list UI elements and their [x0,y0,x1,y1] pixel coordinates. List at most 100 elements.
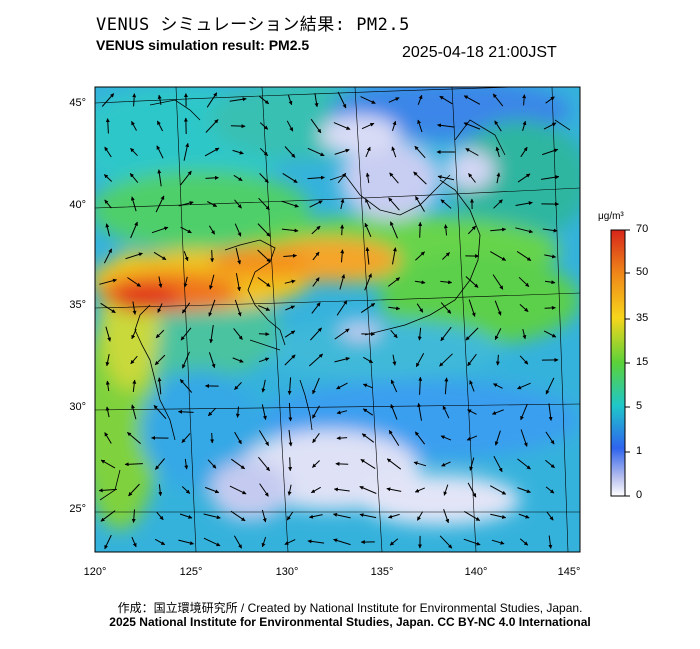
wind-arrow [491,539,505,545]
lat-label: 30° [69,401,86,413]
title-english: VENUS simulation result: PM2.5 [96,37,310,53]
wind-arrow [284,279,296,284]
wind-arrow [235,273,241,292]
wind-arrow [546,511,554,521]
wind-arrow [205,486,220,494]
wind-arrow [439,535,453,549]
wind-arrow [257,223,271,237]
wind-arrow [132,301,137,315]
wind-arrow [417,94,423,105]
wind-arrow [281,228,299,233]
wind-arrow [233,535,243,549]
wind-arrow [312,251,320,261]
wind-arrow [361,433,375,443]
wind-arrow [468,173,476,183]
wind-arrow [416,303,424,313]
wind-arrow [359,486,377,494]
wind-arrow [209,325,214,344]
wind-arrow [490,513,507,519]
wind-arrow [234,199,242,209]
wind-arrow [127,277,141,287]
wind-arrow [178,409,194,414]
wind-arrow [285,305,295,311]
concentration-field [95,87,580,552]
colorbar-tick: 70 [636,223,649,235]
wind-arrow [336,410,348,415]
wind-arrow [414,431,426,445]
colorbar [610,229,626,497]
wind-arrow [314,93,319,108]
wind-arrow [522,94,527,106]
wind-arrow [182,351,190,369]
wind-arrow [337,172,347,184]
wind-arrow [230,124,246,129]
wind-arrow [210,432,215,444]
wind-arrow [312,433,320,444]
wind-arrow [417,327,422,341]
wind-arrow [257,277,271,287]
wind-arrow [417,119,423,133]
wind-arrow [390,221,398,239]
wind-arrow [153,251,167,261]
wind-arrow [544,305,556,310]
wind-arrow [390,329,398,339]
colorbar-tick: 5 [636,400,643,412]
wind-arrow [229,485,247,495]
wind-arrow [465,327,479,341]
wind-arrow [463,95,481,105]
wind-arrow [467,482,477,498]
wind-arrow [128,483,140,497]
wind-arrow [261,404,267,420]
wind-arrow [261,379,266,393]
wind-arrow [520,429,528,447]
wind-arrow [441,461,451,467]
wind-arrow [469,457,475,471]
wind-arrow [288,402,293,422]
wind-arrow [207,201,218,207]
wind-arrow [157,94,162,105]
wind-arrow [104,146,112,158]
wind-arrow [131,328,137,340]
wind-arrow [100,510,116,522]
wind-arrow [522,328,527,340]
wind-arrow [208,299,216,317]
colorbar-tick: 0 [636,489,643,501]
wind-arrow [205,119,219,133]
wind-arrow [390,379,398,393]
wind-arrow [541,175,560,180]
wind-arrow [388,97,400,103]
wind-arrow [287,95,293,106]
wind-arrow [287,377,292,395]
copyright-line: 2025 National Institute for Environmenta… [109,615,591,629]
wind-arrow [388,430,400,446]
wind-arrow [261,509,267,523]
wind-arrow [365,247,370,265]
wind-arrow [439,95,453,105]
wind-arrow [153,404,167,420]
wind-arrow [545,486,555,494]
wind-arrow [308,353,324,367]
wind-arrow [516,250,532,262]
wind-arrow [414,145,426,159]
wind-arrow [105,380,110,392]
wind-arrow [156,120,164,132]
wind-arrow [184,458,189,470]
wind-arrow [515,201,533,206]
wind-arrow [466,435,478,441]
wind-arrow [518,276,530,288]
wind-arrow [467,225,477,235]
wind-arrow [183,251,189,262]
wind-arrow [437,175,455,181]
wind-arrow [517,173,531,183]
wind-arrow [105,354,110,367]
wind-arrow [203,513,221,520]
wind-arrow [157,303,163,313]
wind-arrow [307,147,325,157]
wind-arrow [493,383,503,389]
wind-arrow [261,536,267,548]
wind-arrow [365,146,371,158]
wind-arrow [333,512,351,519]
wind-arrow [494,328,502,340]
wind-arrow [339,274,346,290]
wind-arrow [520,403,528,421]
